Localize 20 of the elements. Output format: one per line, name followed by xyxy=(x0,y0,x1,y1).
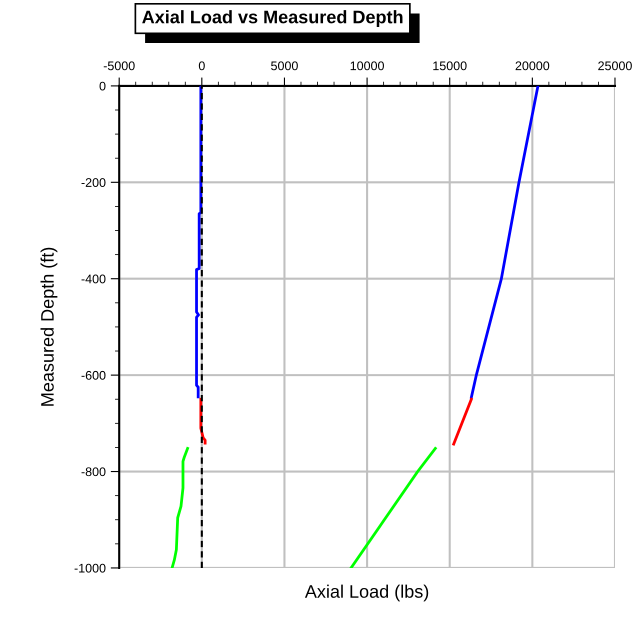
y-tick-label: -600 xyxy=(82,370,106,380)
x-tick-label: -5000 xyxy=(104,61,135,70)
x-tick-label: 15000 xyxy=(433,61,467,70)
y-tick-label: 0 xyxy=(100,82,106,91)
x-axis-title: Axial Load (lbs) xyxy=(304,584,428,602)
x-tick-label: 20000 xyxy=(516,61,550,70)
x-tick-label: 10000 xyxy=(350,61,384,70)
x-tick-label: 0 xyxy=(198,61,205,70)
y-tick-label: -1000 xyxy=(74,564,106,573)
y-tick-label: -200 xyxy=(82,178,106,187)
chart-title: Axial Load vs Measured Depth xyxy=(142,10,402,27)
y-axis-title: Measured Depth (ft) xyxy=(40,248,58,406)
y-tick-label: -400 xyxy=(82,274,106,284)
line-series xyxy=(199,398,207,444)
line-series xyxy=(170,447,189,568)
y-tick-label: -800 xyxy=(82,467,106,476)
x-tick-label: 5000 xyxy=(271,61,298,70)
x-tick-label: 25000 xyxy=(598,61,632,70)
line-series xyxy=(470,86,540,399)
line-series xyxy=(195,86,202,398)
